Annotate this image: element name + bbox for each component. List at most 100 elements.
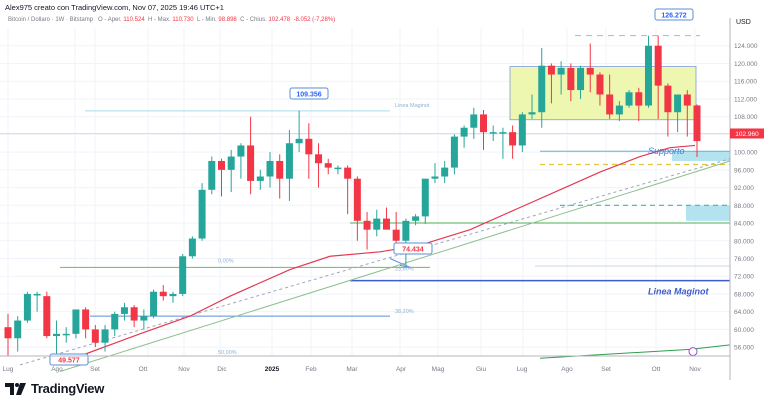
candle-down[interactable] <box>324 163 332 168</box>
candle-up[interactable] <box>198 189 206 239</box>
candle-down[interactable] <box>276 160 284 179</box>
green-trendline[interactable] <box>59 160 731 372</box>
candle-down[interactable] <box>344 167 352 179</box>
candle-up[interactable] <box>295 138 303 144</box>
candle-down[interactable] <box>43 296 51 337</box>
candle-down[interactable] <box>509 132 517 146</box>
candle-up[interactable] <box>53 333 61 337</box>
candle-down[interactable] <box>392 229 400 241</box>
y-tick-label: 84.000 <box>734 221 754 228</box>
candle-up[interactable] <box>412 216 420 221</box>
candle-up[interactable] <box>460 127 468 137</box>
candle-up[interactable] <box>111 313 119 330</box>
x-tick-label: Ago <box>51 366 63 373</box>
candle-down[interactable] <box>363 220 371 230</box>
candle-down[interactable] <box>606 94 614 115</box>
candle-down[interactable] <box>382 218 390 230</box>
candle-up[interactable] <box>266 160 274 177</box>
candle-down[interactable] <box>586 67 594 75</box>
candle-up[interactable] <box>528 112 536 115</box>
moving-average-line[interactable] <box>79 144 696 357</box>
candle-down[interactable] <box>683 94 691 106</box>
candle-down[interactable] <box>217 160 225 170</box>
candle-up[interactable] <box>14 320 22 339</box>
callout-ath-box <box>654 8 694 21</box>
event-marker-icon[interactable] <box>688 347 698 357</box>
open-value: 110.524 <box>123 17 145 23</box>
candle-up[interactable] <box>470 114 478 128</box>
candle-up[interactable] <box>674 94 682 113</box>
candle-up[interactable] <box>188 238 196 257</box>
candle-up[interactable] <box>538 65 546 113</box>
candle-down[interactable] <box>353 178 361 221</box>
x-tick-label: Mar <box>346 366 358 373</box>
candle-up[interactable] <box>33 293 41 296</box>
tradingview-logo: TradingView <box>5 381 104 396</box>
candle-up[interactable] <box>421 178 429 217</box>
candle-down[interactable] <box>480 114 488 133</box>
support-zone[interactable] <box>672 151 730 161</box>
candle-down[interactable] <box>654 45 662 86</box>
candle-up[interactable] <box>450 136 458 168</box>
candle-down[interactable] <box>159 291 167 297</box>
candle-up[interactable] <box>169 293 177 297</box>
candle-up[interactable] <box>256 176 264 181</box>
candle-down[interactable] <box>305 138 313 155</box>
candle-up[interactable] <box>179 256 187 294</box>
x-tick-label: Dic <box>217 366 227 373</box>
candle-up[interactable] <box>150 291 158 317</box>
candle-down[interactable] <box>4 327 12 339</box>
low-value: 98.898 <box>218 17 237 23</box>
candle-up[interactable] <box>441 167 449 177</box>
candle-down[interactable] <box>664 85 672 113</box>
candle-down[interactable] <box>247 145 255 181</box>
candle-up[interactable] <box>625 92 633 106</box>
candle-down[interactable] <box>82 309 90 330</box>
candle-down[interactable] <box>596 74 604 95</box>
x-tick-label: Set <box>601 366 611 373</box>
x-tick-label: Mag <box>432 366 445 373</box>
dotted-trendline[interactable] <box>19 158 731 366</box>
candle-down[interactable] <box>635 92 643 106</box>
candle-down[interactable] <box>130 307 138 321</box>
candle-up[interactable] <box>499 132 507 134</box>
candle-up[interactable] <box>615 105 623 115</box>
callout-bottom-box <box>49 353 89 366</box>
candle-down[interactable] <box>547 65 555 75</box>
support-zone-lower[interactable] <box>686 205 730 221</box>
y-tick-label: 100.000 <box>734 150 758 157</box>
candle-down[interactable] <box>91 329 99 343</box>
candle-up[interactable] <box>23 293 31 321</box>
candle-up[interactable] <box>373 218 381 230</box>
candle-up[interactable] <box>334 167 342 170</box>
close-label: C - Chius. <box>240 17 267 23</box>
creator-line: Alex975 creato con TradingView.com, Nov … <box>5 3 224 12</box>
candle-up[interactable] <box>431 176 439 179</box>
candle-down[interactable] <box>315 154 323 164</box>
x-tick-label: Set <box>90 366 100 373</box>
callout-low: 74.434 <box>402 247 424 254</box>
candle-up[interactable] <box>577 67 585 91</box>
candle-down[interactable] <box>567 67 575 91</box>
candle-up[interactable] <box>402 220 410 241</box>
candle-up[interactable] <box>285 143 293 179</box>
candle-up[interactable] <box>237 145 245 157</box>
candle-up[interactable] <box>644 45 652 106</box>
candle-down[interactable] <box>693 105 701 142</box>
candle-up[interactable] <box>140 316 148 321</box>
candle-up[interactable] <box>101 329 109 343</box>
candle-up[interactable] <box>227 156 235 170</box>
high-label: H - Max. <box>148 17 171 23</box>
candle-up[interactable] <box>557 67 565 75</box>
low-label: L - Min. <box>196 17 217 23</box>
candle-up[interactable] <box>489 132 497 134</box>
candle-up[interactable] <box>208 160 216 190</box>
candle-up[interactable] <box>62 333 70 336</box>
fib-label: 50,00% <box>218 350 237 356</box>
candle-up[interactable] <box>120 307 128 314</box>
candle-up[interactable] <box>518 114 526 146</box>
candle-up[interactable] <box>72 309 80 334</box>
x-tick-label: Nov <box>178 366 190 373</box>
